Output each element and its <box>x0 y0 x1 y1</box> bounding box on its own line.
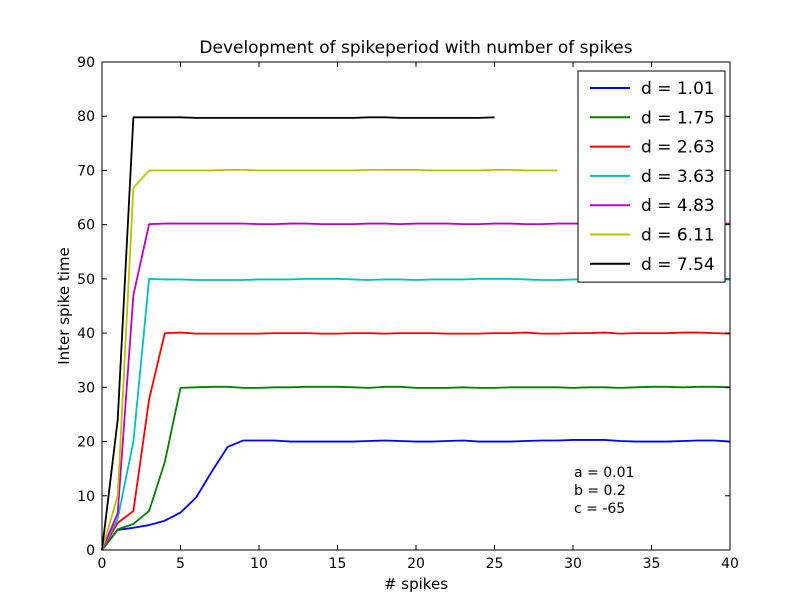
x-tick-label: 35 <box>643 556 661 572</box>
parameter-annotations: a = 0.01 b = 0.2 c = -65 <box>574 465 634 517</box>
series-line-3 <box>101 331 731 551</box>
legend-entry-5: d = 4.83 <box>641 196 715 216</box>
annotation-a: a = 0.01 <box>574 465 634 481</box>
annotation-b: b = 0.2 <box>574 483 626 499</box>
x-axis-label: # spikes <box>384 575 448 593</box>
y-tick-label: 50 <box>77 272 95 288</box>
y-tick-label: 40 <box>77 326 95 342</box>
ticks-layer: 0 5 10 15 20 25 30 35 40 0 10 20 30 40 50 60 70 80 90 <box>77 55 739 572</box>
legend-entry-2: d = 1.75 <box>641 108 715 128</box>
x-tick-label: 0 <box>98 556 107 572</box>
y-tick-label: 60 <box>77 218 95 234</box>
y-tick-label: 20 <box>77 435 95 451</box>
annotation-c: c = -65 <box>574 501 625 517</box>
series-line-7 <box>101 116 495 551</box>
legend-entry-7: d = 7.54 <box>641 255 715 275</box>
legend-entry-6: d = 6.11 <box>641 226 715 246</box>
series-line-1 <box>101 439 731 551</box>
x-tick-label: 30 <box>564 556 582 572</box>
legend-entry-1: d = 1.01 <box>641 79 715 99</box>
y-tick-label: 80 <box>77 109 95 125</box>
y-tick-label: 90 <box>77 55 95 71</box>
x-tick-label: 40 <box>721 556 739 572</box>
y-tick-label: 30 <box>77 380 95 396</box>
x-tick-label: 5 <box>176 556 185 572</box>
y-tick-label: 10 <box>77 489 95 505</box>
series-layer <box>101 116 731 551</box>
x-tick-label: 25 <box>486 556 504 572</box>
x-tick-label: 20 <box>407 556 425 572</box>
series-line-2 <box>101 385 731 551</box>
x-tick-label: 10 <box>250 556 268 572</box>
x-tick-label: 15 <box>329 556 347 572</box>
legend-entry-3: d = 2.63 <box>641 138 715 158</box>
y-tick-label: 0 <box>86 543 95 559</box>
legend-entry-4: d = 3.63 <box>641 167 715 187</box>
legend: d = 1.01 d = 1.75 d = 2.63 d = 3.63 d = 4.83… <box>577 70 726 283</box>
plot-frame <box>101 61 731 551</box>
series-line-6 <box>101 168 558 551</box>
chart-title: Development of spikeperiod with number o… <box>199 38 632 58</box>
y-axis-label: Inter spike time <box>55 247 73 365</box>
y-tick-label: 70 <box>77 163 95 179</box>
